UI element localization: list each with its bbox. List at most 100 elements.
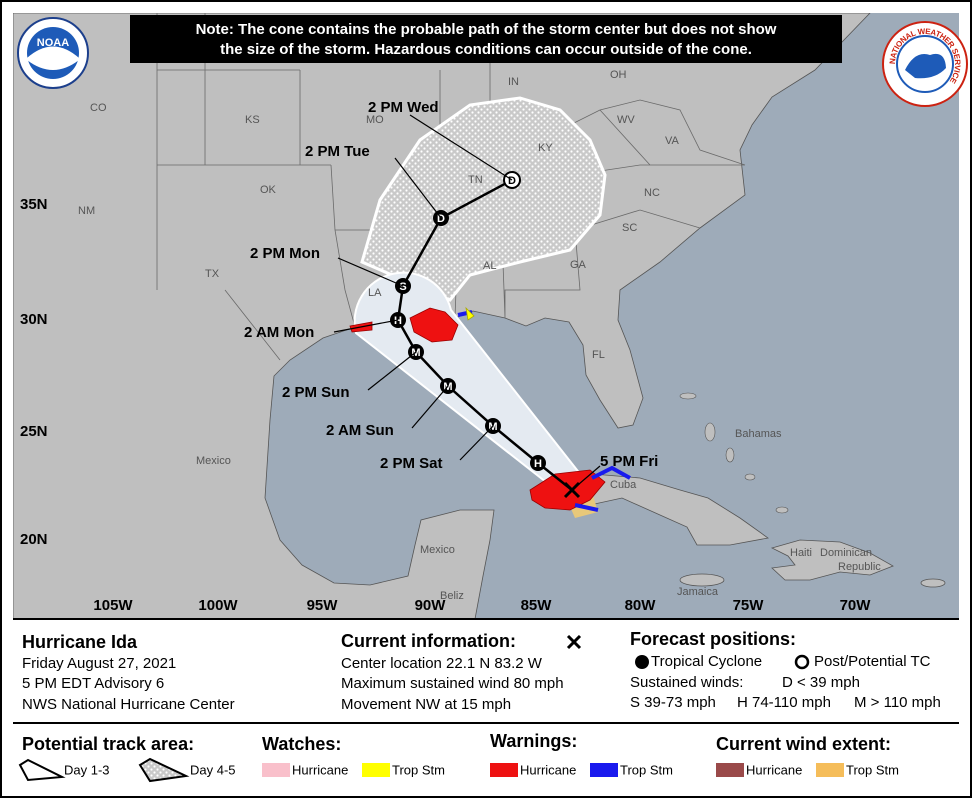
legend-text: Hurricane (292, 762, 348, 777)
point-letter: H (534, 458, 542, 470)
region-label: KY (538, 142, 553, 154)
region-label: MO (366, 114, 384, 126)
legend-title: Watches: (262, 734, 341, 754)
leader-line (337, 257, 404, 287)
nws-logo: NATIONAL WEATHER SERVICE (882, 21, 968, 107)
tc-symbol (635, 655, 649, 669)
legend-text: Day 4-5 (190, 762, 236, 777)
region-label: Haiti (790, 547, 812, 559)
leader-line (367, 351, 417, 391)
region-label: WV (617, 114, 635, 126)
forecast-point (530, 455, 546, 471)
region-label: Republic (838, 561, 881, 573)
legend-text: S 39-73 mph (630, 694, 716, 711)
point-letter: M (411, 347, 420, 359)
region-label: GA (570, 259, 587, 271)
lon-label: 75W (733, 597, 765, 614)
region-label: Mexico (196, 455, 231, 467)
note-line: Note: The cone contains the probable pat… (196, 21, 777, 38)
region-label: IN (508, 76, 519, 88)
lon-labels: 105W 100W 95W 90W 85W 80W 75W 70W (93, 597, 871, 614)
point-letter: H (394, 315, 402, 327)
track-labels: 2 PM Wed 2 PM Tue 2 PM Mon 2 AM Mon 2 PM Sun… (244, 99, 658, 491)
wind-ts-swatch (816, 763, 844, 777)
region-label: OH (610, 69, 627, 81)
region-label: OK (260, 184, 277, 196)
track-label: 2 PM Wed (368, 99, 439, 116)
lon-label: 100W (198, 597, 238, 614)
wind-hurricane-swatch (716, 763, 744, 777)
legend-text: Sustained winds: (630, 674, 743, 691)
current-line: Maximum sustained wind 80 mph (341, 675, 564, 692)
bahamas (679, 392, 789, 514)
legend-text: Trop Stm (846, 762, 899, 777)
track-label: 2 PM Mon (250, 245, 320, 262)
region-label: AL (483, 260, 496, 272)
track-label: 2 PM Tue (305, 143, 370, 160)
region-label: Jamaica (677, 586, 719, 598)
region-label: FL (592, 349, 605, 361)
legend-text: M > 110 mph (854, 694, 941, 711)
legend-text: Hurricane (746, 762, 802, 777)
watch-ts-swatch (362, 763, 390, 777)
legend-text: Trop Stm (620, 762, 673, 777)
current-title: Current information: (341, 631, 516, 651)
post-tc-symbol (794, 654, 810, 670)
lat-label: 20N (20, 531, 48, 548)
legend-title: Potential track area: (22, 734, 194, 754)
region-label: TX (205, 268, 220, 280)
lon-label: 70W (840, 597, 872, 614)
current-symbol (566, 634, 582, 650)
lon-label: 105W (93, 597, 133, 614)
legend-text: D < 39 mph (782, 674, 860, 691)
point-letter: S (399, 281, 406, 293)
track-label: 2 AM Mon (244, 324, 314, 341)
lon-label: 80W (625, 597, 657, 614)
leader-line (333, 319, 399, 333)
leader-line (571, 465, 601, 491)
point-letter: D (437, 213, 445, 225)
watch-hurricane-swatch (262, 763, 290, 777)
note-line: the size of the storm. Hazardous conditi… (220, 41, 752, 58)
hispaniola (770, 539, 894, 581)
region-label: Dominican (820, 547, 872, 559)
noaa-logo: NOAA (17, 17, 89, 89)
region-label: NC (644, 187, 660, 199)
region-label: NM (78, 205, 95, 217)
region-label: VA (665, 135, 680, 147)
legend-text: H 74-110 mph (737, 694, 831, 711)
region-label: Mexico (420, 544, 455, 556)
leader-line (411, 385, 449, 429)
warn-ts-swatch (590, 763, 618, 777)
lon-label: 90W (415, 597, 447, 614)
leader-line (459, 425, 494, 461)
current-line: Movement NW at 15 mph (341, 696, 511, 713)
lat-label: 35N (20, 196, 48, 213)
lat-label: 25N (20, 423, 48, 440)
warnings (349, 306, 631, 518)
puerto-rico (920, 578, 946, 588)
jamaica (679, 573, 725, 587)
legend-text: Post/Potential TC (814, 653, 931, 670)
forecast-title: Forecast positions: (630, 629, 796, 649)
region-label: Bahamas (735, 428, 782, 440)
current-line: Center location 22.1 N 83.2 W (341, 655, 543, 672)
region-label: TN (468, 174, 483, 186)
track-label: 2 PM Sun (282, 384, 350, 401)
ts-watch (465, 306, 475, 321)
note-box (130, 15, 842, 63)
hurricane-warning-la (409, 307, 459, 343)
track-label: 2 AM Sun (326, 422, 394, 439)
legend-text: Trop Stm (392, 762, 445, 777)
warn-hurricane-swatch (490, 763, 518, 777)
region-label: LA (368, 287, 382, 299)
noaa-text: NOAA (37, 37, 69, 49)
leader-line (409, 114, 513, 181)
storm-name: Hurricane Ida (22, 632, 138, 652)
lat-label: 30N (20, 311, 48, 328)
lon-label: 95W (307, 597, 339, 614)
region-label: Beliz (440, 590, 464, 602)
